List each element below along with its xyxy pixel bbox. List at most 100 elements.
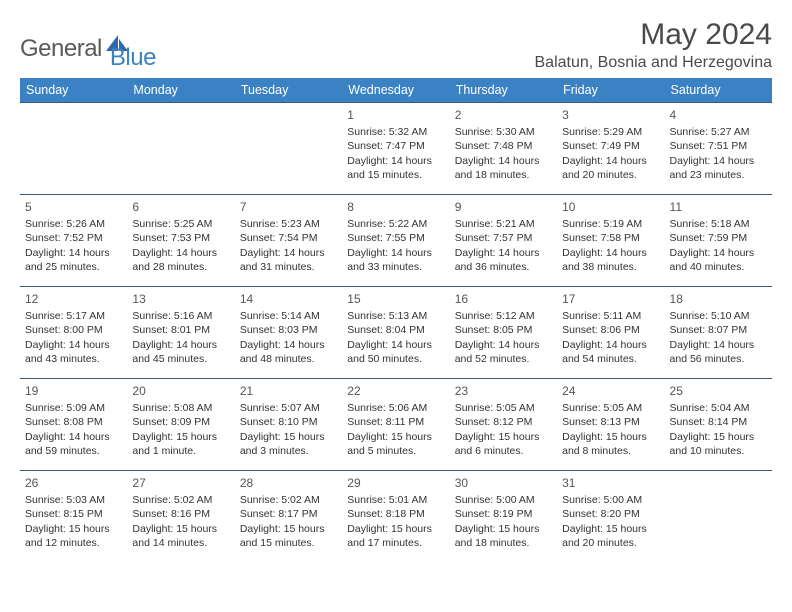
brand-text-2: Blue (110, 26, 156, 72)
sunset-line: Sunset: 8:15 PM (25, 507, 122, 521)
month-title: May 2024 (535, 18, 773, 52)
sunset-line: Sunset: 8:18 PM (347, 507, 444, 521)
sunrise-line: Sunrise: 5:32 AM (347, 125, 444, 139)
day-number: 10 (562, 199, 659, 215)
day-number: 19 (25, 383, 122, 399)
calendar-cell: 19Sunrise: 5:09 AMSunset: 8:08 PMDayligh… (20, 379, 127, 471)
day-number: 29 (347, 475, 444, 491)
sunrise-line: Sunrise: 5:02 AM (240, 493, 337, 507)
calendar-cell: 18Sunrise: 5:10 AMSunset: 8:07 PMDayligh… (665, 287, 772, 379)
weekday-header: Wednesday (342, 78, 449, 103)
day-number: 24 (562, 383, 659, 399)
daylight-line: Daylight: 14 hours and 15 minutes. (347, 154, 444, 182)
weekday-header-row: Sunday Monday Tuesday Wednesday Thursday… (20, 78, 772, 103)
sunset-line: Sunset: 8:14 PM (670, 415, 767, 429)
title-block: May 2024 Balatun, Bosnia and Herzegovina (535, 18, 773, 72)
weekday-header: Tuesday (235, 78, 342, 103)
daylight-line: Daylight: 15 hours and 6 minutes. (455, 430, 552, 458)
calendar-row: 1Sunrise: 5:32 AMSunset: 7:47 PMDaylight… (20, 103, 772, 195)
daylight-line: Daylight: 15 hours and 18 minutes. (455, 522, 552, 550)
sunset-line: Sunset: 7:47 PM (347, 139, 444, 153)
sunset-line: Sunset: 7:54 PM (240, 231, 337, 245)
day-number: 30 (455, 475, 552, 491)
calendar-cell: 4Sunrise: 5:27 AMSunset: 7:51 PMDaylight… (665, 103, 772, 195)
day-number: 25 (670, 383, 767, 399)
day-number: 1 (347, 107, 444, 123)
sunrise-line: Sunrise: 5:04 AM (670, 401, 767, 415)
brand-text-1: General (20, 35, 102, 63)
daylight-line: Daylight: 14 hours and 23 minutes. (670, 154, 767, 182)
calendar-row: 26Sunrise: 5:03 AMSunset: 8:15 PMDayligh… (20, 471, 772, 563)
calendar-cell: 24Sunrise: 5:05 AMSunset: 8:13 PMDayligh… (557, 379, 664, 471)
sunset-line: Sunset: 8:05 PM (455, 323, 552, 337)
calendar-row: 5Sunrise: 5:26 AMSunset: 7:52 PMDaylight… (20, 195, 772, 287)
sunset-line: Sunset: 8:17 PM (240, 507, 337, 521)
location-label: Balatun, Bosnia and Herzegovina (535, 54, 773, 72)
calendar-cell: 23 Sunrise: 5:05 AMSunset: 8:12 PMDayligh… (450, 379, 557, 471)
sunset-line: Sunset: 8:13 PM (562, 415, 659, 429)
sunset-line: Sunset: 8:04 PM (347, 323, 444, 337)
calendar-cell (127, 103, 234, 195)
daylight-line: Daylight: 15 hours and 12 minutes. (25, 522, 122, 550)
day-number: 31 (562, 475, 659, 491)
day-number: 23 (455, 383, 552, 399)
calendar-cell: 12Sunrise: 5:17 AMSunset: 8:00 PMDayligh… (20, 287, 127, 379)
sunset-line: Sunset: 8:08 PM (25, 415, 122, 429)
calendar-cell: 3Sunrise: 5:29 AMSunset: 7:49 PMDaylight… (557, 103, 664, 195)
sunset-line: Sunset: 7:57 PM (455, 231, 552, 245)
sunset-line: Sunset: 8:19 PM (455, 507, 552, 521)
calendar-cell: 28Sunrise: 5:02 AMSunset: 8:17 PMDayligh… (235, 471, 342, 563)
sunset-line: Sunset: 8:11 PM (347, 415, 444, 429)
day-number: 5 (25, 199, 122, 215)
day-number: 20 (132, 383, 229, 399)
calendar-cell: 26Sunrise: 5:03 AMSunset: 8:15 PMDayligh… (20, 471, 127, 563)
daylight-line: Daylight: 14 hours and 36 minutes. (455, 246, 552, 274)
daylight-line: Daylight: 14 hours and 18 minutes. (455, 154, 552, 182)
day-number: 17 (562, 291, 659, 307)
daylight-line: Daylight: 14 hours and 38 minutes. (562, 246, 659, 274)
day-number: 15 (347, 291, 444, 307)
calendar-cell (235, 103, 342, 195)
sunrise-line: Sunrise: 5:10 AM (670, 309, 767, 323)
daylight-line: Daylight: 14 hours and 28 minutes. (132, 246, 229, 274)
day-number: 3 (562, 107, 659, 123)
sunset-line: Sunset: 7:48 PM (455, 139, 552, 153)
weekday-header: Thursday (450, 78, 557, 103)
sunrise-line: Sunrise: 5:05 AM (562, 401, 659, 415)
sunrise-line: Sunrise: 5:01 AM (347, 493, 444, 507)
sunrise-line: Sunrise: 5:18 AM (670, 217, 767, 231)
sunset-line: Sunset: 8:03 PM (240, 323, 337, 337)
calendar-cell: 14Sunrise: 5:14 AMSunset: 8:03 PMDayligh… (235, 287, 342, 379)
calendar-cell: 20Sunrise: 5:08 AMSunset: 8:09 PMDayligh… (127, 379, 234, 471)
sunset-line: Sunset: 8:16 PM (132, 507, 229, 521)
daylight-line: Daylight: 15 hours and 20 minutes. (562, 522, 659, 550)
sunrise-line: Sunrise: 5:13 AM (347, 309, 444, 323)
weekday-header: Sunday (20, 78, 127, 103)
sunset-line: Sunset: 7:55 PM (347, 231, 444, 245)
day-number: 12 (25, 291, 122, 307)
sunset-line: Sunset: 8:12 PM (455, 415, 552, 429)
day-number: 16 (455, 291, 552, 307)
sunset-line: Sunset: 8:20 PM (562, 507, 659, 521)
calendar-cell: 29Sunrise: 5:01 AMSunset: 8:18 PMDayligh… (342, 471, 449, 563)
sunrise-line: Sunrise: 5:27 AM (670, 125, 767, 139)
page-header: General Blue May 2024 Balatun, Bosnia an… (20, 18, 772, 72)
sunrise-line: Sunrise: 5:25 AM (132, 217, 229, 231)
sunrise-line: Sunrise: 5:05 AM (455, 401, 552, 415)
weekday-header: Saturday (665, 78, 772, 103)
daylight-line: Daylight: 14 hours and 31 minutes. (240, 246, 337, 274)
weekday-header: Friday (557, 78, 664, 103)
daylight-line: Daylight: 15 hours and 1 minute. (132, 430, 229, 458)
sunrise-line: Sunrise: 5:30 AM (455, 125, 552, 139)
calendar-cell: 7Sunrise: 5:23 AMSunset: 7:54 PMDaylight… (235, 195, 342, 287)
daylight-line: Daylight: 15 hours and 3 minutes. (240, 430, 337, 458)
calendar-cell: 27Sunrise: 5:02 AMSunset: 8:16 PMDayligh… (127, 471, 234, 563)
sunrise-line: Sunrise: 5:11 AM (562, 309, 659, 323)
sunrise-line: Sunrise: 5:29 AM (562, 125, 659, 139)
calendar-cell: 15Sunrise: 5:13 AMSunset: 8:04 PMDayligh… (342, 287, 449, 379)
sunrise-line: Sunrise: 5:16 AM (132, 309, 229, 323)
day-number: 11 (670, 199, 767, 215)
calendar-cell: 9Sunrise: 5:21 AMSunset: 7:57 PMDaylight… (450, 195, 557, 287)
daylight-line: Daylight: 14 hours and 56 minutes. (670, 338, 767, 366)
sunrise-line: Sunrise: 5:21 AM (455, 217, 552, 231)
